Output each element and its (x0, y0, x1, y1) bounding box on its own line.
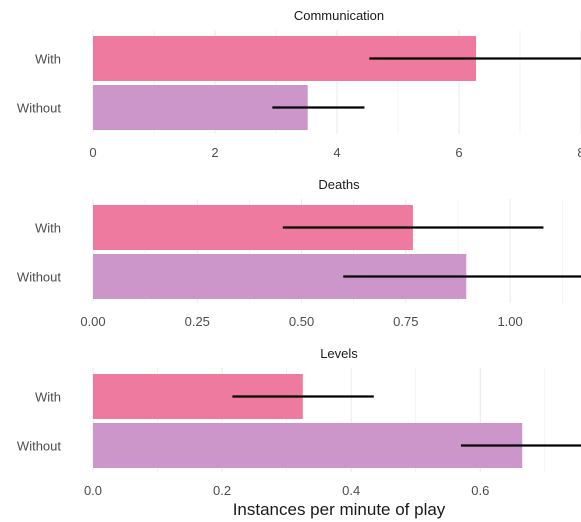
panel-title: Levels (320, 346, 358, 361)
category-label: Without (17, 439, 61, 454)
panel-levels: Levels With Without 0.0 0.2 0.4 0.6 (17, 346, 581, 498)
x-tick-label: 0.4 (342, 483, 360, 498)
x-tick-label: 4 (333, 145, 340, 160)
bar-without (93, 423, 523, 468)
x-tick-label: 0.0 (84, 483, 102, 498)
x-tick-label: 0.50 (289, 314, 314, 329)
panel-title: Deaths (318, 177, 360, 192)
bar-without (93, 85, 308, 130)
category-label: With (35, 52, 61, 67)
category-label: With (35, 390, 61, 405)
x-axis-label: Instances per minute of play (233, 500, 446, 519)
panel-deaths: Deaths With Without 0.00 0.25 0.50 0.75 1.00 (17, 177, 581, 329)
panel-title: Communication (294, 8, 384, 23)
x-tick-label: 8 (577, 145, 581, 160)
x-tick-label: 0.25 (185, 314, 210, 329)
x-tick-label: 0.6 (471, 483, 489, 498)
category-label: With (35, 221, 61, 236)
x-tick-label: 0.2 (213, 483, 231, 498)
x-tick-label: 6 (455, 145, 462, 160)
category-label: Without (17, 101, 61, 116)
x-tick-label: 1.00 (497, 314, 522, 329)
panel-communication: Communication With Without 0 2 4 6 8 (17, 8, 581, 160)
x-tick-label: 0.00 (80, 314, 105, 329)
category-label: Without (17, 270, 61, 285)
x-tick-label: 0.75 (393, 314, 418, 329)
x-tick-label: 2 (211, 145, 218, 160)
x-tick-label: 0 (89, 145, 96, 160)
